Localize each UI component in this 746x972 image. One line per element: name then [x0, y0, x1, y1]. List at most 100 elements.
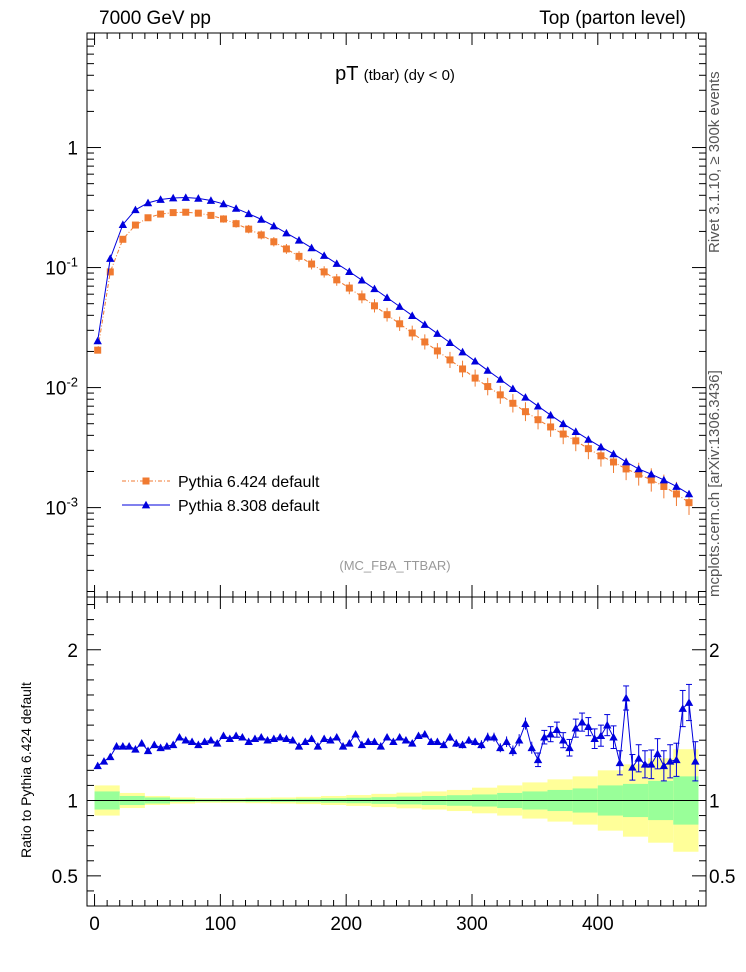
ratio-data-point [571, 723, 580, 732]
data-point-pythia6 [396, 320, 404, 328]
ratio-data-point [665, 757, 675, 765]
data-point-pythia8 [483, 366, 492, 374]
ratio-data-point [565, 743, 574, 752]
ratio-data-point [301, 737, 310, 746]
data-point-pythia8 [257, 215, 266, 223]
ratio-data-point [458, 740, 467, 749]
data-point-pythia8 [420, 320, 430, 328]
data-point-pythia6 [622, 465, 630, 473]
ratio-data-point [540, 732, 549, 741]
data-point-pythia8 [571, 427, 580, 435]
ratio-frame [86, 596, 707, 907]
ratio-data-point [445, 732, 455, 741]
mcplots-reference-label: mcplots.cern.ch [arXiv:1306.3436] [706, 370, 723, 597]
data-point-pythia8 [131, 205, 140, 214]
analysis-watermark: (MC_FBA_TTBAR) [339, 558, 450, 573]
ratio-data-point [351, 729, 360, 738]
ratio-data-point [508, 746, 518, 755]
ratio-data-point [470, 737, 480, 746]
data-point-pythia8 [206, 196, 216, 204]
ratio-data-point [124, 742, 134, 750]
data-point-pythia8 [672, 482, 681, 490]
ratio-data-point [414, 731, 423, 740]
ratio-y-tick-label: 2 [67, 641, 78, 662]
ratio-data-point [653, 749, 662, 758]
data-point-pythia8 [93, 336, 102, 345]
data-point-pythia8 [546, 410, 555, 419]
ratio-data-point [181, 735, 190, 744]
ratio-data-point [250, 734, 260, 743]
ratio-data-point [684, 698, 694, 706]
data-point-pythia8 [521, 393, 530, 401]
ratio-data-point [106, 752, 115, 761]
data-point-pythia6 [320, 268, 328, 276]
data-point-pythia8 [382, 293, 392, 301]
data-point-pythia6 [610, 458, 618, 466]
ratio-y-tick-label-right: 2 [709, 641, 720, 662]
legend: Pythia 6.424 default Pythia 8.308 default [122, 474, 320, 515]
data-point-pythia6 [207, 211, 215, 219]
ratio-data-point [433, 737, 442, 746]
x-tick-label: 100 [205, 914, 237, 935]
ratio-data-point [590, 734, 599, 743]
x-tick-label: 0 [89, 914, 100, 935]
data-point-pythia6 [433, 347, 441, 355]
data-point-pythia6 [232, 220, 240, 228]
data-point-pythia8 [370, 284, 379, 293]
data-point-pythia6 [182, 208, 190, 216]
data-point-pythia8 [684, 489, 694, 498]
y-tick-label: 10-3 [45, 495, 78, 520]
data-point-pythia8 [156, 195, 165, 203]
data-point-pythia6 [257, 231, 265, 239]
ratio-data-point [521, 719, 530, 727]
data-point-pythia8 [143, 198, 153, 207]
ratio-data-point [225, 734, 234, 743]
ratio-data-point [489, 732, 499, 741]
x-tick-label: 300 [456, 914, 488, 935]
ratio-data-point [206, 735, 216, 744]
data-point-pythia6 [345, 284, 353, 292]
ratio-data-point [294, 742, 304, 750]
ratio-data-point [628, 763, 637, 771]
data-point-pythia8 [269, 221, 279, 230]
data-point-pythia6 [597, 452, 605, 460]
ratio-data-point [389, 737, 398, 746]
legend-label-pythia8: Pythia 8.308 default [178, 498, 320, 515]
ratio-data-point [137, 739, 146, 747]
ratio-data-point [401, 735, 411, 744]
ratio-data-point [552, 725, 562, 734]
data-point-pythia8 [395, 302, 404, 310]
ratio-data-point [408, 739, 417, 747]
ratio-data-point [603, 720, 612, 729]
data-point-pythia8 [231, 204, 241, 212]
ratio-data-point [477, 740, 486, 749]
ratio-data-point [584, 722, 593, 730]
data-point-pythia6 [131, 221, 139, 229]
data-point-pythia8 [244, 209, 253, 218]
y-tick-label: 10-1 [45, 255, 78, 280]
ratio-data-point [93, 761, 102, 770]
y-tick-label: 1 [67, 139, 78, 160]
data-point-pythia6 [459, 365, 467, 373]
data-point-pythia8 [168, 193, 178, 202]
ratio-data-point [596, 731, 606, 740]
data-point-pythia6 [421, 338, 429, 346]
ratio-data-point [345, 739, 354, 747]
ratio-data-point [439, 740, 448, 749]
data-point-pythia6 [647, 476, 655, 484]
data-point-pythia6 [358, 293, 366, 301]
data-point-pythia6 [408, 329, 416, 337]
ratio-data-point [338, 742, 348, 750]
ratio-data-point [452, 739, 461, 747]
ratio-panel: 0.5 0.5 1 1 2 2 0 100 200 300 400 [52, 596, 735, 935]
ratio-y-tick-label: 1 [67, 791, 78, 812]
ratio-data-point [219, 731, 228, 740]
data-point-pythia6 [547, 423, 555, 431]
data-point-pythia8 [458, 347, 467, 356]
data-point-pythia6 [559, 430, 567, 438]
ratio-data-point [269, 734, 279, 743]
data-point-pythia6 [534, 416, 542, 424]
ratio-data-point [194, 740, 203, 749]
data-point-pythia6 [295, 252, 303, 260]
ratio-y-tick-label-right: 0.5 [709, 867, 735, 888]
